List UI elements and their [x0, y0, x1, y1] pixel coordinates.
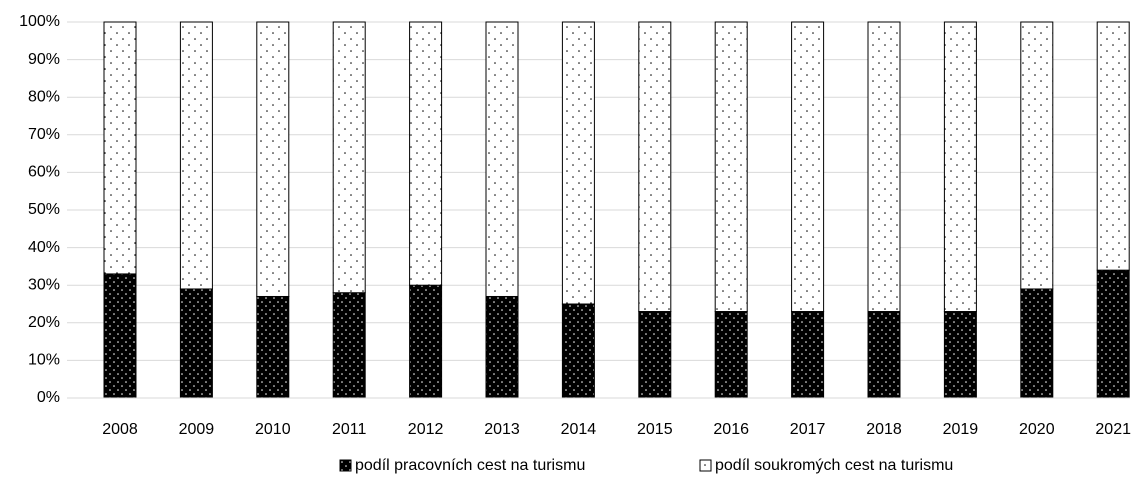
bar-segment [332, 21, 366, 294]
bar-segment [791, 21, 825, 313]
x-tick-label: 2009 [179, 421, 215, 438]
bar-segment [1096, 269, 1130, 399]
bar-segment [409, 284, 443, 399]
x-tick-label: 2015 [637, 421, 673, 438]
legend-label: podíl pracovních cest na turismu [355, 457, 585, 474]
y-tick-label: 10% [28, 352, 60, 369]
bar-segment [867, 311, 901, 399]
y-tick-label: 60% [28, 164, 60, 181]
y-tick-label: 90% [28, 51, 60, 68]
bar-segment [943, 311, 977, 399]
legend-label: podíl soukromých cest na turismu [715, 457, 953, 474]
x-tick-label: 2012 [408, 421, 444, 438]
x-tick-label: 2013 [484, 421, 520, 438]
x-tick-label: 2018 [866, 421, 902, 438]
bar-segment [561, 21, 595, 305]
bar-segment [485, 21, 519, 297]
bar-segment [256, 21, 290, 297]
bar-segment [791, 311, 825, 399]
bar-segment [714, 311, 748, 399]
y-tick-label: 40% [28, 239, 60, 256]
y-tick-label: 50% [28, 201, 60, 218]
x-tick-label: 2017 [790, 421, 826, 438]
bar-segment [179, 288, 213, 399]
y-tick-label: 70% [28, 126, 60, 143]
y-tick-label: 80% [28, 88, 60, 105]
x-tick-label: 2014 [561, 421, 597, 438]
bar-segment [1020, 288, 1054, 399]
y-tick-label: 100% [19, 13, 60, 30]
y-tick-label: 20% [28, 314, 60, 331]
legend-swatch [339, 459, 352, 472]
bar-segment [561, 303, 595, 399]
legend-swatch [699, 459, 712, 472]
bar-segment [714, 21, 748, 313]
bar-segment [179, 21, 213, 290]
x-tick-label: 2008 [102, 421, 138, 438]
bar-segment [638, 21, 672, 313]
x-tick-label: 2011 [332, 421, 367, 438]
bar-segment [1096, 21, 1130, 271]
bar-segment [485, 295, 519, 399]
bar-segment [943, 21, 977, 313]
bar-segment [332, 292, 366, 399]
bar-segment [409, 21, 443, 286]
y-tick-label: 0% [37, 389, 60, 406]
x-tick-label: 2020 [1019, 421, 1055, 438]
x-tick-label: 2021 [1095, 421, 1131, 438]
bar-segment [256, 295, 290, 399]
x-tick-label: 2016 [713, 421, 749, 438]
bar-segment [103, 21, 137, 275]
y-tick-label: 30% [28, 276, 60, 293]
bar-segment [867, 21, 901, 313]
x-tick-label: 2019 [943, 421, 979, 438]
x-tick-label: 2010 [255, 421, 291, 438]
bar-segment [1020, 21, 1054, 290]
bar-segment [103, 273, 137, 399]
bar-segment [638, 311, 672, 399]
